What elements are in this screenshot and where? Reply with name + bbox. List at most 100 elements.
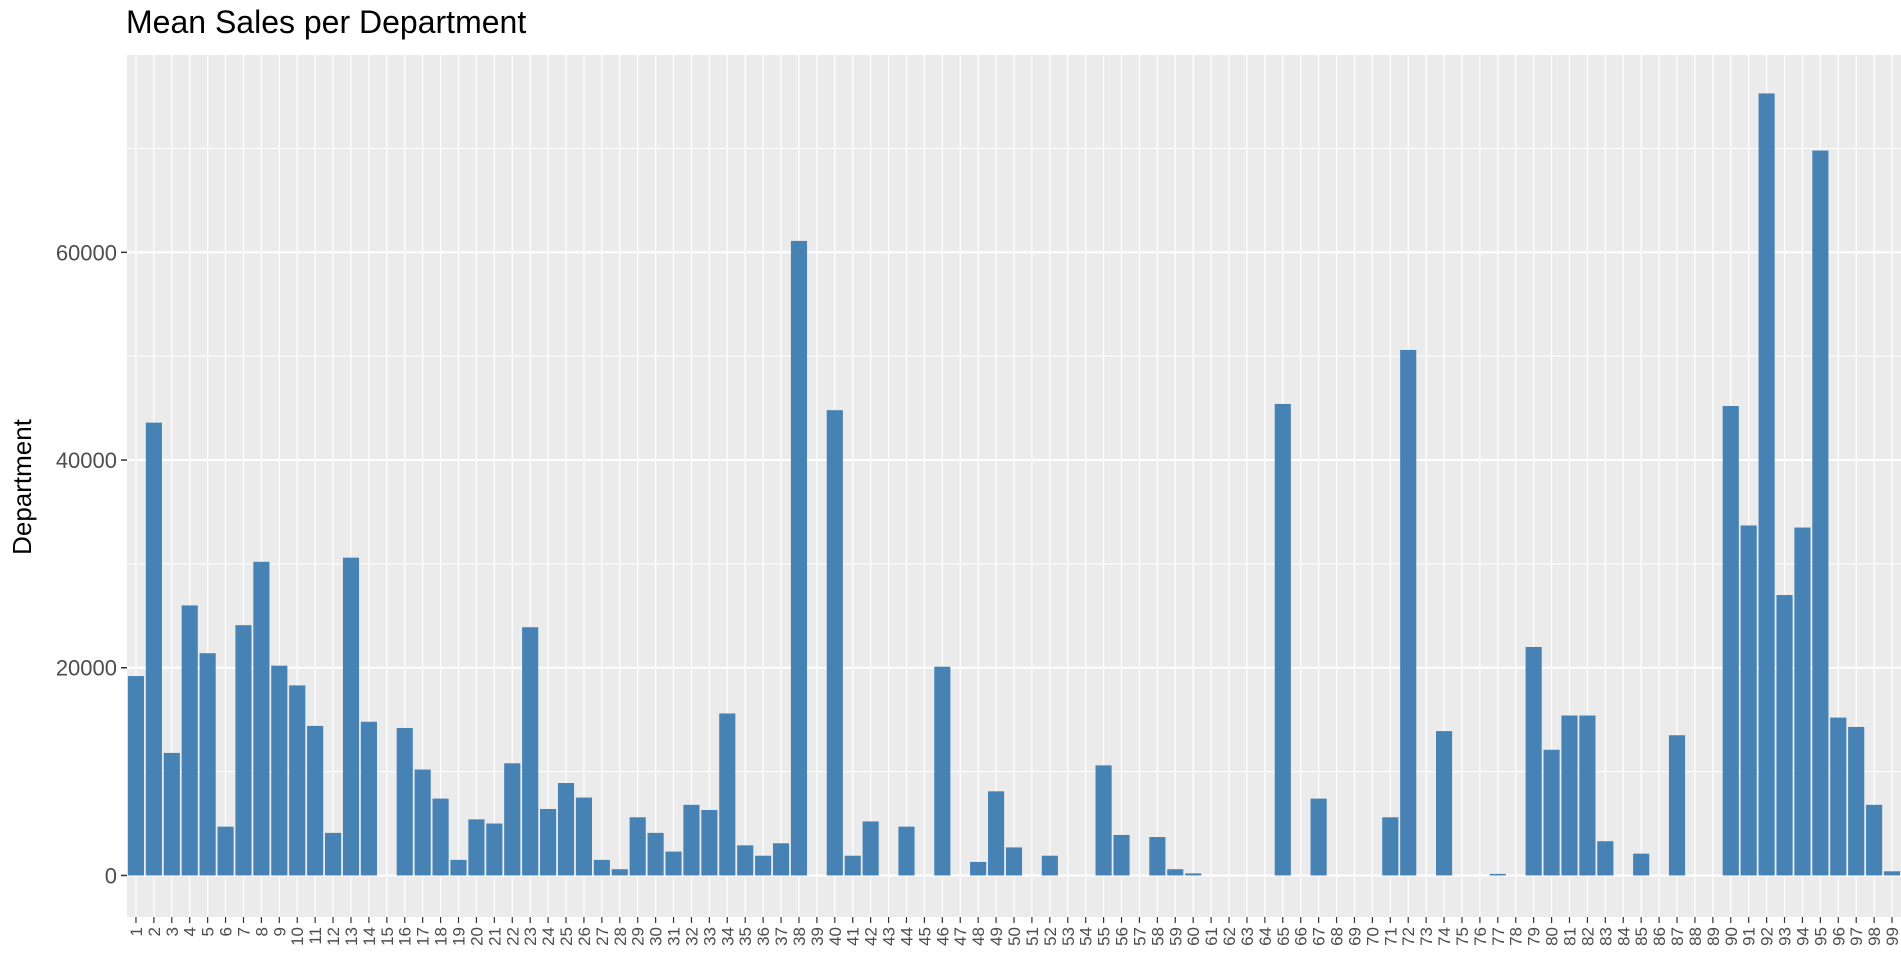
x-tick-label: 10 bbox=[288, 927, 307, 946]
bar-dept-80 bbox=[1543, 749, 1560, 876]
x-tick-label: 36 bbox=[754, 927, 773, 946]
y-tick-label: 60000 bbox=[56, 240, 117, 265]
x-tick-label: 27 bbox=[593, 927, 612, 946]
bar-dept-56 bbox=[1113, 834, 1130, 876]
x-tick-label: 56 bbox=[1113, 927, 1132, 946]
bar-dept-10 bbox=[289, 685, 306, 876]
bar-dept-97 bbox=[1848, 726, 1865, 876]
y-tick-label: 20000 bbox=[56, 656, 117, 681]
y-axis-ticks: 0 20000 40000 60000 bbox=[56, 240, 127, 888]
x-tick-label: 78 bbox=[1507, 927, 1526, 946]
bar-dept-25 bbox=[557, 783, 575, 876]
x-tick-label: 91 bbox=[1740, 927, 1759, 946]
bar-dept-92 bbox=[1758, 93, 1775, 876]
bar-dept-82 bbox=[1579, 715, 1596, 876]
x-tick-label: 97 bbox=[1847, 927, 1866, 946]
x-axis-ticks: 1234567891011121314151617181920212223242… bbox=[127, 917, 1901, 946]
x-tick-label: 71 bbox=[1381, 927, 1400, 946]
bar-dept-24 bbox=[540, 808, 557, 876]
bar-dept-34 bbox=[719, 713, 736, 876]
x-tick-label: 95 bbox=[1811, 927, 1830, 946]
bar-dept-19 bbox=[450, 859, 467, 876]
bar-dept-96 bbox=[1830, 717, 1847, 876]
bar-dept-99 bbox=[1883, 871, 1901, 876]
x-tick-label: 76 bbox=[1471, 927, 1490, 946]
y-axis-label: Department bbox=[7, 418, 37, 555]
x-tick-label: 55 bbox=[1095, 927, 1114, 946]
x-tick-label: 89 bbox=[1704, 927, 1723, 946]
x-tick-label: 23 bbox=[521, 927, 540, 946]
bar-dept-81 bbox=[1561, 715, 1578, 876]
bar-dept-58 bbox=[1149, 837, 1166, 876]
x-tick-label: 47 bbox=[951, 927, 970, 946]
bar-dept-59 bbox=[1167, 869, 1184, 876]
x-tick-label: 30 bbox=[647, 927, 666, 946]
x-tick-label: 1 bbox=[127, 927, 146, 936]
x-tick-label: 17 bbox=[414, 927, 433, 946]
bar-dept-21 bbox=[486, 823, 503, 876]
x-tick-label: 12 bbox=[324, 927, 343, 946]
x-tick-label: 88 bbox=[1686, 927, 1705, 946]
x-tick-label: 62 bbox=[1220, 927, 1239, 946]
x-tick-label: 69 bbox=[1345, 927, 1364, 946]
bar-dept-20 bbox=[468, 819, 485, 876]
bar-dept-77 bbox=[1489, 873, 1506, 876]
bar-dept-11 bbox=[307, 725, 324, 876]
bars bbox=[127, 93, 1901, 876]
bar-dept-98 bbox=[1866, 804, 1883, 876]
x-tick-label: 60 bbox=[1184, 927, 1203, 946]
bar-dept-37 bbox=[772, 843, 790, 876]
bar-dept-42 bbox=[862, 821, 879, 876]
x-tick-label: 25 bbox=[557, 927, 576, 946]
x-tick-label: 79 bbox=[1525, 927, 1544, 946]
x-tick-label: 70 bbox=[1363, 927, 1382, 946]
bar-dept-8 bbox=[253, 561, 270, 876]
bar-dept-95 bbox=[1812, 150, 1829, 876]
bar-dept-79 bbox=[1525, 646, 1542, 876]
bar-dept-55 bbox=[1095, 765, 1112, 876]
x-tick-label: 7 bbox=[234, 927, 253, 936]
bar-dept-87 bbox=[1668, 735, 1686, 876]
x-tick-label: 42 bbox=[862, 927, 881, 946]
x-tick-label: 37 bbox=[772, 927, 791, 946]
bar-dept-94 bbox=[1794, 527, 1811, 876]
bar-dept-30 bbox=[647, 832, 664, 876]
bar-dept-67 bbox=[1310, 798, 1327, 876]
bar-dept-16 bbox=[396, 727, 413, 876]
x-tick-label: 9 bbox=[270, 927, 289, 936]
bar-dept-71 bbox=[1382, 817, 1399, 876]
bar-dept-26 bbox=[575, 797, 593, 876]
x-tick-label: 94 bbox=[1793, 927, 1812, 946]
x-tick-label: 3 bbox=[163, 927, 182, 936]
x-tick-label: 87 bbox=[1668, 927, 1687, 946]
x-tick-label: 4 bbox=[181, 927, 200, 936]
x-tick-label: 73 bbox=[1417, 927, 1436, 946]
x-tick-label: 13 bbox=[342, 927, 361, 946]
x-tick-label: 93 bbox=[1776, 927, 1795, 946]
x-tick-label: 68 bbox=[1328, 927, 1347, 946]
x-tick-label: 75 bbox=[1453, 927, 1472, 946]
x-tick-label: 2 bbox=[145, 927, 164, 936]
x-tick-label: 54 bbox=[1077, 927, 1096, 946]
x-tick-label: 98 bbox=[1865, 927, 1884, 946]
bar-dept-40 bbox=[826, 410, 843, 876]
x-tick-label: 57 bbox=[1130, 927, 1149, 946]
x-tick-label: 61 bbox=[1202, 927, 1221, 946]
x-tick-label: 50 bbox=[1005, 927, 1024, 946]
bar-dept-49 bbox=[988, 791, 1005, 876]
bar-dept-83 bbox=[1597, 841, 1614, 876]
x-tick-label: 34 bbox=[718, 927, 737, 946]
x-tick-label: 65 bbox=[1274, 927, 1293, 946]
x-tick-label: 59 bbox=[1166, 927, 1185, 946]
bar-dept-36 bbox=[755, 855, 772, 876]
bar-dept-27 bbox=[593, 859, 610, 876]
x-tick-label: 81 bbox=[1560, 927, 1579, 946]
bar-dept-38 bbox=[790, 240, 808, 876]
x-tick-label: 85 bbox=[1632, 927, 1651, 946]
bar-dept-17 bbox=[414, 769, 431, 876]
x-tick-label: 99 bbox=[1883, 927, 1901, 946]
bar-dept-1 bbox=[127, 676, 145, 876]
bar-dept-12 bbox=[325, 832, 342, 876]
x-tick-label: 8 bbox=[252, 927, 271, 936]
x-tick-label: 90 bbox=[1722, 927, 1741, 946]
